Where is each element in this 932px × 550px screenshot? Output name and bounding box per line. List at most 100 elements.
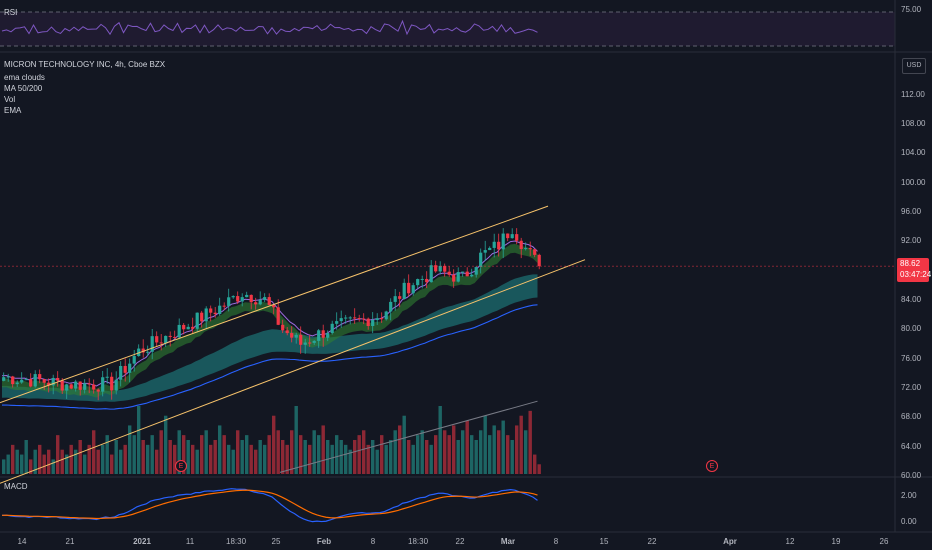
candle[interactable]: [375, 313, 379, 325]
candle[interactable]: [465, 267, 469, 277]
candle[interactable]: [519, 237, 523, 259]
symbol-title[interactable]: MICRON TECHNOLOGY INC, 4h, Cboe BZX: [4, 60, 166, 69]
candle[interactable]: [11, 375, 15, 388]
candle[interactable]: [366, 317, 370, 330]
candle[interactable]: [155, 331, 159, 347]
candle[interactable]: [335, 312, 339, 330]
candle[interactable]: [119, 361, 123, 387]
candle[interactable]: [452, 269, 456, 288]
candle[interactable]: [204, 306, 208, 329]
candle[interactable]: [87, 378, 91, 394]
candle[interactable]: [42, 379, 46, 390]
candle[interactable]: [69, 383, 73, 390]
candle[interactable]: [416, 278, 420, 289]
candle[interactable]: [461, 271, 465, 277]
candle[interactable]: [537, 253, 541, 270]
candle[interactable]: [182, 323, 186, 335]
candle[interactable]: [101, 370, 105, 397]
candle[interactable]: [218, 297, 222, 316]
candle[interactable]: [38, 369, 42, 384]
candle[interactable]: [317, 329, 321, 348]
candle[interactable]: [222, 302, 226, 310]
candle[interactable]: [488, 246, 492, 251]
candle[interactable]: [263, 293, 267, 303]
candle[interactable]: [78, 381, 82, 396]
candle[interactable]: [528, 241, 532, 256]
candle[interactable]: [249, 294, 253, 310]
candle[interactable]: [15, 380, 19, 387]
candle[interactable]: [114, 371, 118, 395]
candle[interactable]: [434, 260, 438, 273]
candle[interactable]: [510, 228, 514, 239]
candle[interactable]: [146, 345, 150, 357]
candle[interactable]: [51, 374, 55, 395]
candle[interactable]: [245, 291, 249, 298]
candle[interactable]: [425, 271, 429, 289]
candle[interactable]: [456, 267, 460, 283]
candle[interactable]: [173, 330, 177, 339]
candle[interactable]: [407, 274, 411, 297]
candle[interactable]: [209, 305, 213, 322]
candle[interactable]: [362, 313, 366, 325]
candle[interactable]: [506, 233, 510, 242]
candle[interactable]: [447, 266, 451, 277]
candle[interactable]: [330, 320, 334, 335]
candle[interactable]: [195, 312, 199, 333]
candle[interactable]: [470, 268, 474, 278]
candle[interactable]: [254, 297, 258, 310]
candle[interactable]: [240, 293, 244, 307]
candle[interactable]: [29, 373, 33, 388]
earnings-marker[interactable]: E: [175, 460, 187, 472]
candle[interactable]: [105, 368, 109, 384]
candle[interactable]: [272, 303, 276, 315]
candle[interactable]: [132, 349, 136, 372]
candle[interactable]: [294, 332, 298, 344]
candle[interactable]: [65, 383, 69, 399]
candle[interactable]: [371, 312, 375, 334]
indicator-vol[interactable]: Vol: [4, 95, 16, 104]
candle[interactable]: [344, 314, 348, 324]
candle[interactable]: [74, 379, 78, 392]
candle[interactable]: [389, 298, 393, 321]
candle[interactable]: [123, 358, 127, 382]
candle[interactable]: [285, 327, 289, 336]
candle[interactable]: [339, 310, 343, 328]
candle[interactable]: [33, 370, 37, 388]
candle[interactable]: [438, 261, 442, 275]
candle[interactable]: [402, 278, 406, 300]
candle[interactable]: [137, 344, 141, 357]
candle[interactable]: [159, 334, 163, 351]
candle[interactable]: [92, 379, 96, 394]
candle[interactable]: [312, 340, 316, 345]
candle[interactable]: [429, 260, 433, 283]
candle[interactable]: [299, 326, 303, 354]
currency-badge[interactable]: USD: [902, 58, 926, 74]
candle[interactable]: [398, 291, 402, 308]
candle[interactable]: [164, 335, 168, 347]
candle[interactable]: [213, 306, 217, 318]
candlesticks[interactable]: [2, 228, 541, 401]
candle[interactable]: [411, 282, 415, 296]
candle[interactable]: [56, 371, 60, 387]
candle[interactable]: [308, 334, 312, 347]
candle[interactable]: [443, 263, 447, 277]
candle[interactable]: [497, 233, 501, 257]
candle[interactable]: [380, 312, 384, 323]
candle[interactable]: [353, 308, 357, 324]
trend-channel[interactable]: [0, 205, 586, 484]
candle[interactable]: [6, 373, 10, 382]
indicator-ma-50-200[interactable]: MA 50/200: [4, 84, 43, 93]
candle[interactable]: [501, 228, 505, 259]
candle[interactable]: [303, 338, 307, 354]
candle[interactable]: [231, 295, 235, 299]
candle[interactable]: [96, 388, 100, 401]
candle[interactable]: [290, 326, 294, 343]
candle[interactable]: [191, 317, 195, 334]
channel-lower-line[interactable]: [0, 259, 586, 484]
candle[interactable]: [24, 377, 28, 381]
candle[interactable]: [128, 358, 132, 383]
earnings-marker[interactable]: E: [706, 460, 718, 472]
candle[interactable]: [281, 319, 285, 333]
indicator-ema-clouds[interactable]: ema clouds: [4, 73, 45, 82]
